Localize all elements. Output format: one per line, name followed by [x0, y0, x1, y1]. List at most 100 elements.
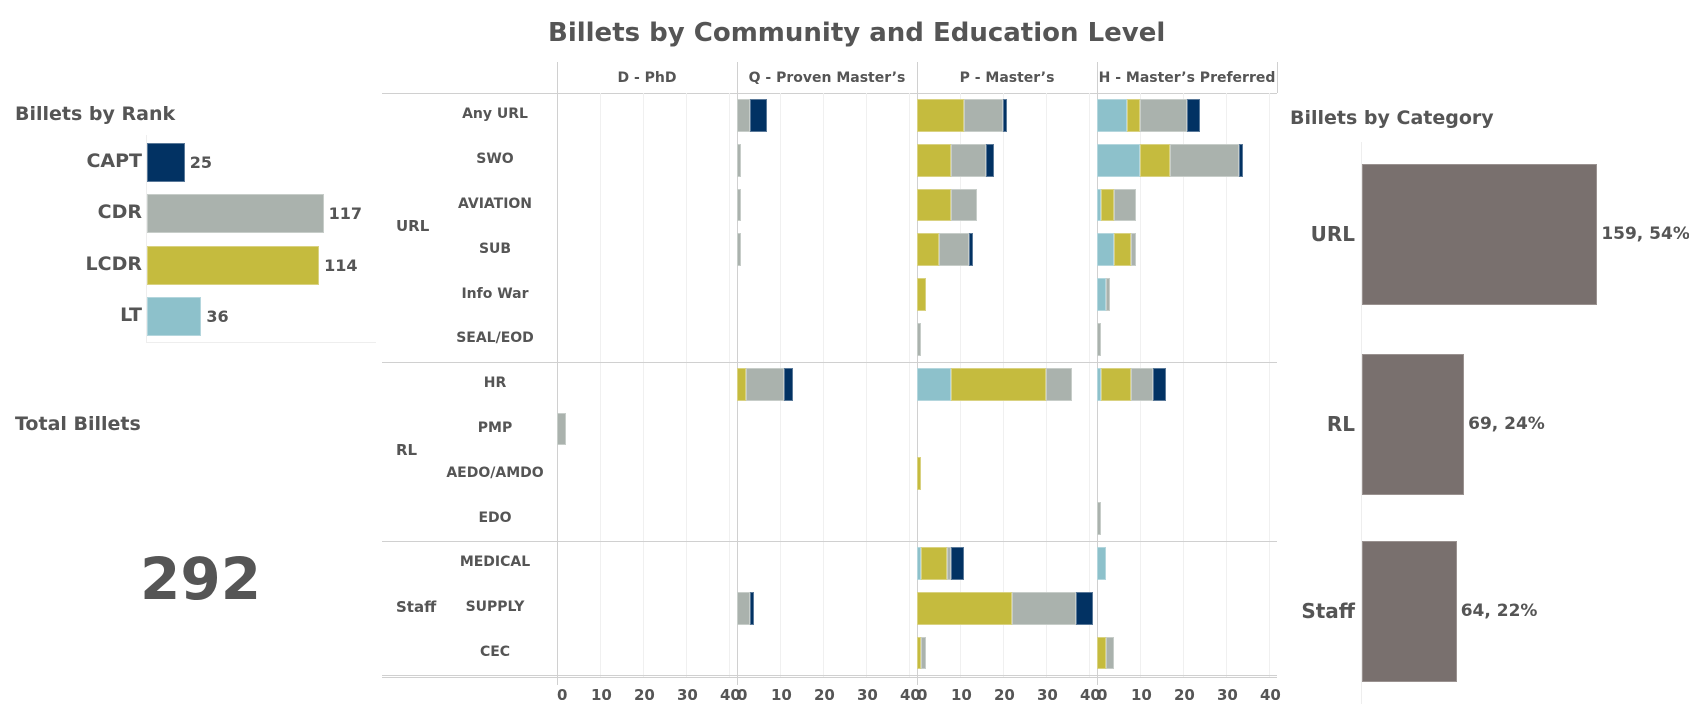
stacked-bar-segment-capt[interactable] [985, 143, 995, 177]
stacked-bar-segment-cdr[interactable] [737, 233, 742, 267]
stacked-bar-segment-lcdr[interactable] [917, 457, 922, 491]
rank-bar-capt[interactable] [147, 143, 185, 182]
stacked-bar-segment-lcdr[interactable] [917, 278, 926, 311]
stacked-bar-segment-lcdr[interactable] [737, 367, 746, 401]
gridline [909, 93, 910, 677]
category-label-rl: RL [1326, 411, 1355, 436]
rank-value-lt: 36 [206, 307, 229, 326]
column-header-0: D - PhD [617, 70, 677, 86]
category-bar-staff[interactable] [1362, 541, 1457, 682]
stacked-bar-segment-cdr[interactable] [1140, 99, 1188, 132]
x-tick-label: 20 [634, 686, 655, 704]
rank-bar-lt[interactable] [147, 297, 202, 336]
x-tick-label: 40 [900, 686, 921, 704]
stacked-bar-segment-cdr[interactable] [1114, 188, 1136, 222]
stacked-bar-segment-lcdr[interactable] [1127, 99, 1140, 132]
stacked-bar-segment-cdr[interactable] [921, 636, 926, 670]
stacked-bar-segment-cdr[interactable] [951, 143, 986, 177]
stacked-bar-segment-lt[interactable] [1097, 188, 1102, 222]
stacked-bar-segment-cdr[interactable] [745, 367, 785, 401]
category-bar-rl[interactable] [1362, 354, 1465, 495]
x-tick-label: 10 [771, 686, 792, 704]
stacked-bar-segment-capt[interactable] [1187, 99, 1201, 132]
stacked-bar-segment-lt[interactable] [1097, 547, 1106, 580]
stacked-bar-segment-capt[interactable] [1152, 367, 1166, 401]
stacked-bar-segment-lcdr[interactable] [917, 636, 922, 670]
stacked-bar-segment-capt[interactable] [1238, 143, 1244, 177]
stacked-bar-segment-lt[interactable] [917, 367, 952, 401]
stacked-bar-segment-cdr[interactable] [1131, 367, 1153, 401]
group-label-url: URL [396, 217, 430, 236]
stacked-bar-segment-cdr[interactable] [1105, 636, 1115, 670]
stacked-bar-segment-cdr[interactable] [737, 99, 750, 132]
stacked-bar-segment-capt[interactable] [1076, 591, 1094, 625]
stacked-bar-segment-cdr[interactable] [917, 323, 922, 356]
stacked-bar-segment-lcdr[interactable] [917, 233, 939, 267]
stacked-bar-segment-lt[interactable] [1097, 233, 1115, 267]
stacked-bar-segment-capt[interactable] [951, 547, 965, 580]
stacked-bar-segment-cdr[interactable] [938, 233, 969, 267]
column-header-line [382, 93, 1277, 94]
stacked-bar-segment-cdr[interactable] [737, 188, 742, 222]
stacked-bar-segment-capt[interactable] [784, 367, 793, 401]
stacked-bar-segment-cdr[interactable] [964, 99, 1003, 132]
group-separator [382, 675, 1277, 677]
category-value-staff: 64, 22% [1460, 600, 1538, 621]
stacked-bar-segment-lcdr[interactable] [1140, 143, 1171, 177]
stacked-bar-segment-cdr[interactable] [737, 143, 742, 177]
x-tick-label: 40 [720, 686, 741, 704]
stacked-bar-segment-cdr[interactable] [1097, 323, 1102, 356]
gridline [1226, 93, 1227, 677]
x-tick-label: 40 [1080, 686, 1101, 704]
stacked-bar-segment-capt[interactable] [749, 99, 768, 132]
stacked-bar-segment-lt[interactable] [917, 547, 922, 580]
gridline [1183, 93, 1184, 677]
stacked-bar-segment-capt[interactable] [749, 591, 755, 625]
stacked-bar-segment-lcdr[interactable] [921, 547, 948, 580]
stacked-bar-segment-capt[interactable] [968, 233, 973, 267]
stacked-bar-segment-lcdr[interactable] [917, 591, 1012, 625]
stacked-bar-segment-lcdr[interactable] [1101, 367, 1132, 401]
stacked-bar-segment-cdr[interactable] [1011, 591, 1077, 625]
stacked-bar-segment-lt[interactable] [1097, 278, 1106, 311]
rank-axis-baseline [146, 342, 376, 343]
stacked-bar-segment-lcdr[interactable] [1114, 233, 1132, 267]
stacked-bar-segment-lt[interactable] [1097, 143, 1140, 177]
rank-bar-lcdr[interactable] [147, 246, 320, 285]
row-label: CEC [479, 644, 511, 660]
x-tick-label: 20 [1174, 686, 1195, 704]
stacked-bar-segment-cdr[interactable] [951, 188, 978, 222]
stacked-bar-segment-capt[interactable] [1003, 99, 1008, 132]
stacked-bar-segment-lcdr[interactable] [951, 367, 1046, 401]
rank-label-cdr: CDR [97, 201, 142, 223]
rank-axis-line [146, 135, 147, 343]
stacked-bar-segment-cdr[interactable] [557, 412, 566, 446]
row-label: Info War [461, 285, 529, 302]
stacked-bar-segment-cdr[interactable] [1097, 502, 1102, 535]
category-bar-url[interactable] [1362, 164, 1598, 305]
stacked-bar-segment-cdr[interactable] [1105, 278, 1110, 311]
stacked-bar-segment-lcdr[interactable] [917, 99, 965, 132]
rank-bar-cdr[interactable] [147, 194, 324, 233]
rank-value-cdr: 117 [328, 204, 363, 223]
stacked-bar-segment-cdr[interactable] [1131, 233, 1136, 267]
stacked-bar-segment-cdr[interactable] [1046, 367, 1072, 401]
stacked-bar-segment-cdr[interactable] [1170, 143, 1239, 177]
rank-label-lt: LT [120, 304, 142, 326]
rank-value-lcdr: 114 [324, 256, 358, 275]
stacked-bar-segment-lcdr[interactable] [1101, 188, 1115, 222]
stacked-bar-segment-lcdr[interactable] [917, 143, 952, 177]
row-label: Any URL [462, 106, 528, 123]
group-separator [382, 361, 1277, 363]
x-tick-label: 10 [1131, 686, 1152, 704]
gridline [643, 93, 644, 677]
stacked-bar-segment-lcdr[interactable] [1097, 636, 1106, 670]
stacked-bar-segment-cdr[interactable] [737, 591, 750, 625]
gridline [600, 93, 601, 677]
stacked-bar-segment-cdr[interactable] [947, 547, 952, 580]
panel-divider-right [1277, 62, 1278, 93]
stacked-bar-segment-lt[interactable] [1097, 99, 1128, 132]
stacked-bar-segment-lcdr[interactable] [917, 188, 952, 222]
group-label-rl: RL [396, 441, 418, 460]
stacked-bar-segment-lt[interactable] [1097, 367, 1102, 401]
